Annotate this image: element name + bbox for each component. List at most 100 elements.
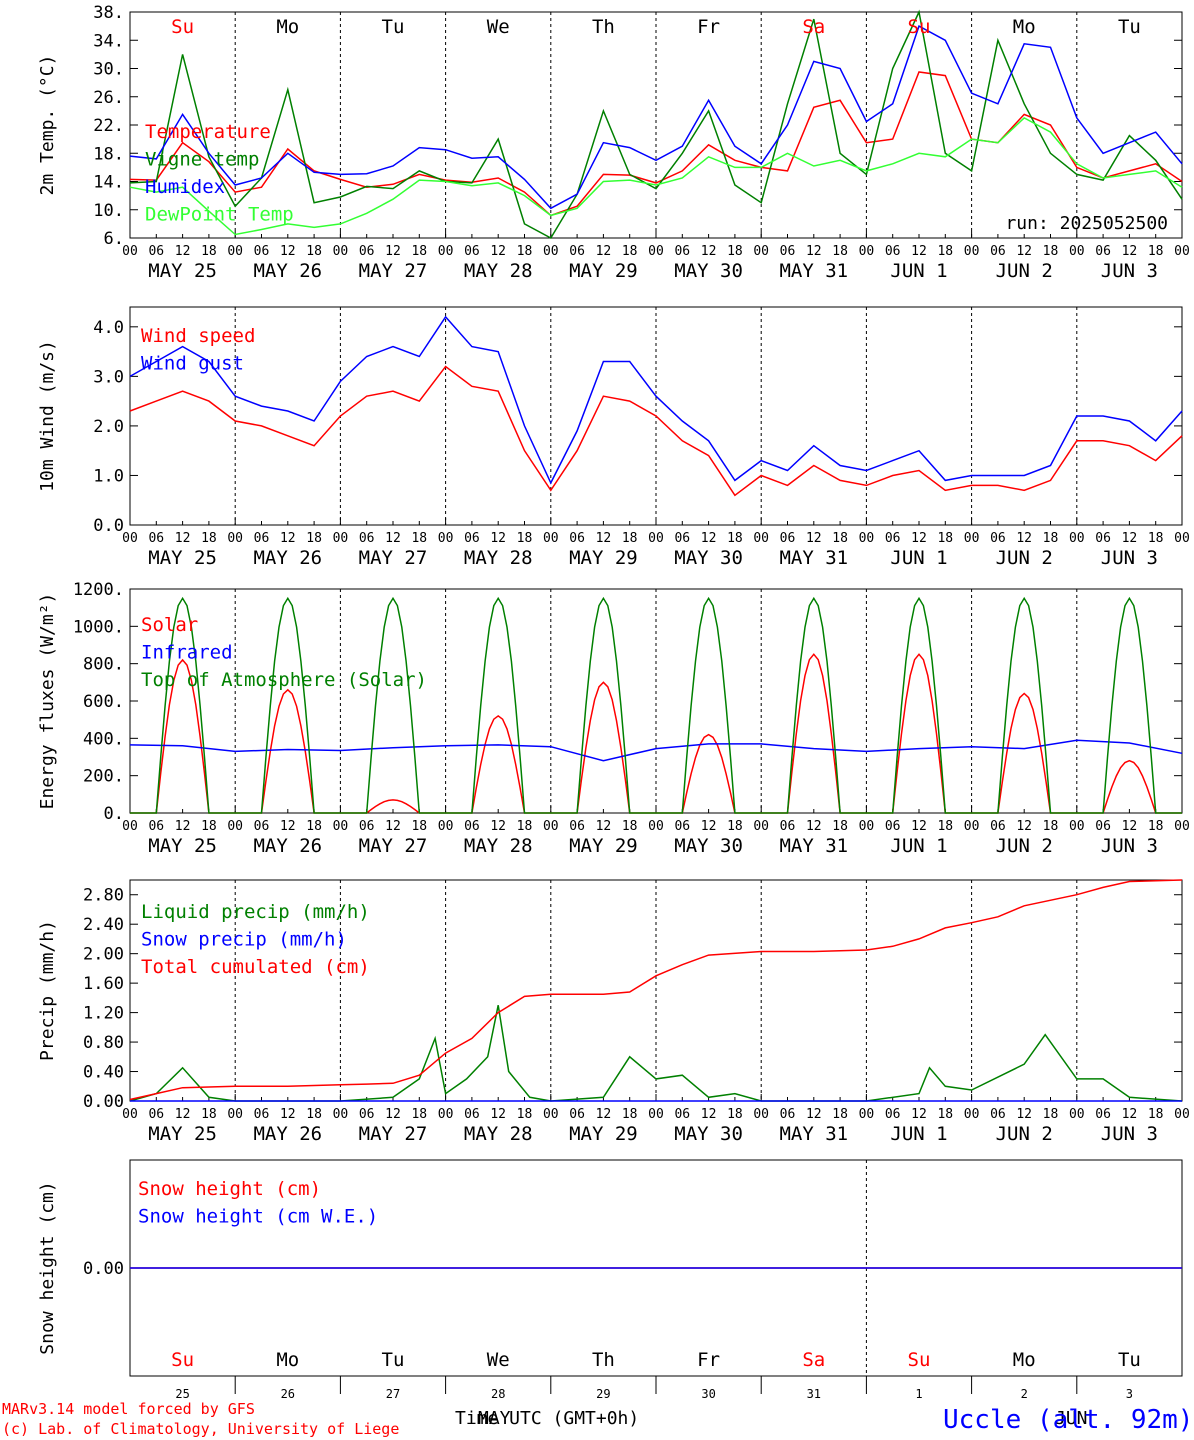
hour-tick-label: 12 [280,244,296,259]
hour-tick-label: 18 [937,531,953,546]
y-tick-label: 4.0 [93,318,124,338]
date-label: MAY 29 [569,260,638,282]
hour-tick-label: 18 [727,531,743,546]
hour-tick-label: 18 [306,244,322,259]
hour-tick-label: 12 [490,1107,506,1122]
date-label: MAY 27 [359,260,428,282]
y-tick-label: 2.40 [83,915,124,935]
date-label: MAY 28 [464,835,533,857]
hour-tick-label: 18 [517,819,533,834]
legend-entry: Temperature [145,121,271,143]
panel-frame [129,588,1183,814]
hour-tick-label: 06 [885,244,901,259]
hour-tick-label: 18 [201,531,217,546]
hour-tick-label: 00 [1069,819,1085,834]
weekday-label: Tu [1118,16,1141,38]
hour-tick-label: 00 [1069,244,1085,259]
hour-tick-label: 12 [1016,244,1032,259]
hour-tick-label: 12 [385,244,401,259]
hour-tick-label: 06 [1095,244,1111,259]
hour-tick-label: 00 [122,1107,138,1122]
day-number-label: 1 [915,1387,922,1401]
hour-tick-label: 18 [411,531,427,546]
series-lines [129,9,1183,1269]
hour-tick-label: 06 [990,819,1006,834]
hour-tick-label: 06 [1095,1107,1111,1122]
hour-tick-label: 18 [201,819,217,834]
legend-entry: Wind gust [141,353,244,375]
hour-tick-label: 12 [1122,1107,1138,1122]
hour-tick-label: 06 [780,819,796,834]
hour-tick-label: 00 [122,819,138,834]
day-number-label: 3 [1126,1387,1133,1401]
date-label: MAY 30 [674,260,743,282]
legend-entry: Snow height (cm W.E.) [138,1206,378,1228]
day-number-label: 29 [596,1387,610,1401]
date-label: JUN 2 [996,260,1053,282]
hour-tick-label: 06 [674,819,690,834]
hour-tick-label: 12 [596,819,612,834]
hour-tick-label: 12 [596,244,612,259]
weekday-label: Sa [802,1349,825,1371]
hour-tick-label: 00 [227,244,243,259]
date-label: MAY 25 [148,1123,217,1145]
hour-tick-label: 00 [859,531,875,546]
hour-tick-label: 12 [175,531,191,546]
hour-tick-label: 06 [359,244,375,259]
hour-tick-label: 00 [333,1107,349,1122]
station-label: Uccle (alt. 92m) [943,1405,1193,1435]
hour-tick-label: 18 [937,1107,953,1122]
legend-entry: Total cumulated (cm) [141,956,370,978]
hour-tick-label: 18 [411,1107,427,1122]
hour-tick-label: 06 [990,244,1006,259]
y-tick-label: 1.20 [83,1004,124,1024]
day-number-label: 26 [281,1387,295,1401]
hour-tick-label: 18 [727,1107,743,1122]
hour-tick-label: 12 [280,1107,296,1122]
time-axis-label: Time UTC (GMT+0h) [455,1408,639,1429]
date-label: JUN 3 [1101,835,1158,857]
y-tick-label: 10. [93,201,124,221]
weekday-label: Fr [697,16,720,38]
legend-entry: DewPoint Temp [145,204,294,226]
date-label: MAY 28 [464,260,533,282]
hour-tick-label: 18 [306,819,322,834]
day-number-label: 28 [491,1387,505,1401]
model-credit: MARv3.14 model forced by GFS [2,1400,255,1418]
date-label: MAY 26 [253,1123,322,1145]
hour-tick-label: 00 [1174,244,1190,259]
hour-tick-label: 00 [1174,1107,1190,1122]
y-tick-label: 0.80 [83,1033,124,1053]
hour-tick-label: 00 [122,244,138,259]
hour-tick-label: 00 [964,819,980,834]
hour-tick-label: 06 [1095,819,1111,834]
y-tick-label: 800. [83,655,124,675]
hour-tick-label: 06 [990,1107,1006,1122]
hour-tick-label: 06 [885,1107,901,1122]
hour-tick-label: 12 [385,1107,401,1122]
hour-tick-label: 00 [859,1107,875,1122]
hour-tick-label: 06 [254,1107,270,1122]
hour-tick-label: 00 [753,1107,769,1122]
hour-tick-label: 06 [148,819,164,834]
y-tick-label: 400. [83,729,124,749]
y-tick-label: 600. [83,692,124,712]
hour-tick-label: 00 [753,531,769,546]
hour-tick-label: 12 [385,531,401,546]
date-label: JUN 3 [1101,260,1158,282]
day-number-label: 30 [701,1387,715,1401]
hour-tick-label: 12 [911,1107,927,1122]
weekday-label: Tu [382,16,405,38]
hour-tick-label: 12 [490,531,506,546]
hour-tick-label: 00 [543,1107,559,1122]
hour-tick-label: 06 [569,244,585,259]
hour-tick-label: 00 [753,244,769,259]
weekday-label: Su [908,1349,931,1371]
day-number-label: 27 [386,1387,400,1401]
y-tick-label: 0.00 [83,1092,124,1112]
hour-tick-label: 18 [1043,819,1059,834]
series-line [129,365,1183,497]
month-label-may: MAY [478,1408,511,1429]
y-tick-label: 1000. [73,617,124,637]
hour-tick-label: 18 [306,1107,322,1122]
